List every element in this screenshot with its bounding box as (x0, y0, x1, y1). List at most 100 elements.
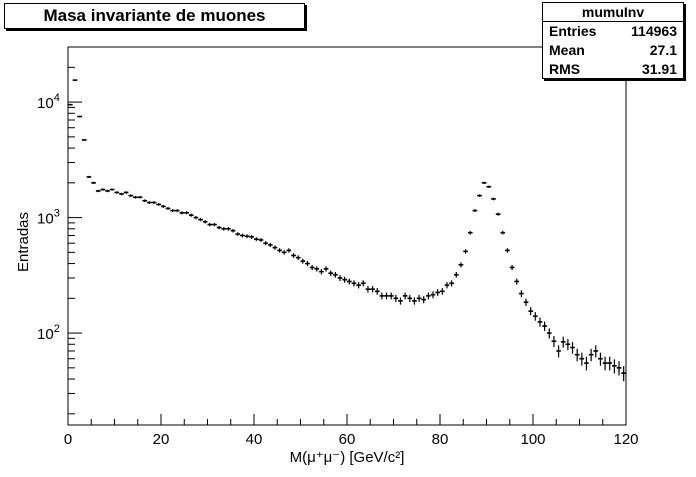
data-point (277, 248, 282, 253)
data-point (198, 218, 203, 222)
data-point (426, 292, 431, 300)
y-axis-ticks: 102 103 104 (37, 46, 82, 415)
y-tick-label-exponent: 2 (54, 323, 60, 335)
data-point (621, 366, 626, 382)
data-point (500, 230, 506, 235)
plot-frame (67, 46, 627, 426)
data-point (463, 249, 468, 254)
data-point (616, 361, 622, 376)
y-tick-label-base: 10 (37, 326, 54, 343)
data-point (68, 103, 73, 106)
data-point (142, 199, 148, 203)
data-point (305, 261, 310, 267)
data-point (607, 356, 613, 371)
data-point (207, 222, 213, 227)
data-point (523, 298, 529, 307)
data-point (323, 266, 329, 272)
data-point (574, 348, 580, 362)
data-point (77, 115, 82, 118)
data-point (370, 286, 375, 293)
data-point (202, 220, 208, 224)
data-point (528, 307, 533, 316)
data-point (240, 233, 245, 238)
data-point (407, 294, 413, 302)
data-point (412, 297, 417, 305)
data-point (560, 336, 566, 348)
data-point (449, 280, 454, 287)
chart-title-box: Masa invariante de muones (4, 3, 305, 29)
data-point (114, 191, 120, 194)
x-axis-label: M(μ⁺μ⁻) [GeV/c²] (290, 449, 405, 466)
data-point (188, 213, 194, 217)
data-point (235, 232, 241, 236)
data-point (119, 192, 124, 196)
data-point (72, 79, 78, 81)
data-point (133, 195, 138, 199)
data-point (435, 289, 440, 296)
data-point (226, 227, 231, 231)
data-point (509, 264, 515, 271)
data-point (467, 230, 473, 235)
data-point (351, 280, 357, 287)
data-point (360, 280, 366, 287)
data-point (556, 345, 561, 358)
data-point (388, 292, 394, 300)
data-point (137, 195, 143, 199)
data-point (184, 211, 189, 215)
data-point (272, 245, 278, 250)
data-point (593, 345, 599, 358)
stats-value: 114963 (631, 23, 677, 39)
x-tick-label: 40 (246, 431, 263, 448)
data-point (421, 296, 427, 304)
y-tick-label: 104 (37, 92, 60, 112)
data-point (212, 222, 217, 227)
x-tick-label: 20 (153, 431, 170, 448)
x-tick-label: 0 (64, 431, 72, 448)
y-axis-label: Entradas (15, 212, 32, 272)
data-point (309, 264, 315, 271)
y-tick-label-exponent: 4 (54, 92, 60, 104)
data-point (267, 242, 273, 248)
data-point (314, 266, 320, 272)
data-point (95, 189, 101, 193)
data-point (495, 212, 501, 216)
stats-histogram-name: mumuInv (543, 3, 683, 22)
data-point (579, 352, 585, 366)
x-tick-label: 100 (520, 431, 545, 448)
data-point (109, 188, 115, 191)
data-point (230, 228, 236, 233)
data-point (402, 292, 408, 300)
data-point (542, 321, 547, 331)
data-point (147, 201, 152, 204)
data-point (100, 188, 106, 191)
data-point (286, 248, 292, 253)
y-tick-label: 103 (37, 208, 60, 228)
data-point (570, 342, 575, 354)
data-point (384, 292, 389, 300)
data-point (440, 288, 445, 295)
data-point (86, 175, 92, 178)
data-point (379, 292, 385, 300)
data-point (602, 356, 608, 371)
data-point (258, 238, 264, 243)
data-point (588, 348, 594, 362)
data-point (161, 205, 166, 208)
data-point (291, 253, 296, 258)
data-point (546, 328, 552, 339)
data-point (91, 181, 96, 184)
x-axis-ticks: 0 20 40 60 80 100 120 (64, 414, 639, 448)
data-point (170, 209, 175, 213)
data-point (612, 359, 617, 374)
data-point (398, 297, 403, 305)
data-point (356, 282, 361, 289)
data-point (263, 241, 268, 246)
data-point (249, 235, 254, 239)
data-point (216, 225, 222, 230)
stats-label: RMS (549, 61, 581, 77)
data-point (472, 209, 478, 213)
stats-row-entries: Entries 114963 (543, 22, 683, 41)
stats-label: Entries (549, 23, 597, 39)
data-point (165, 207, 171, 210)
x-tick-label: 120 (613, 431, 638, 448)
